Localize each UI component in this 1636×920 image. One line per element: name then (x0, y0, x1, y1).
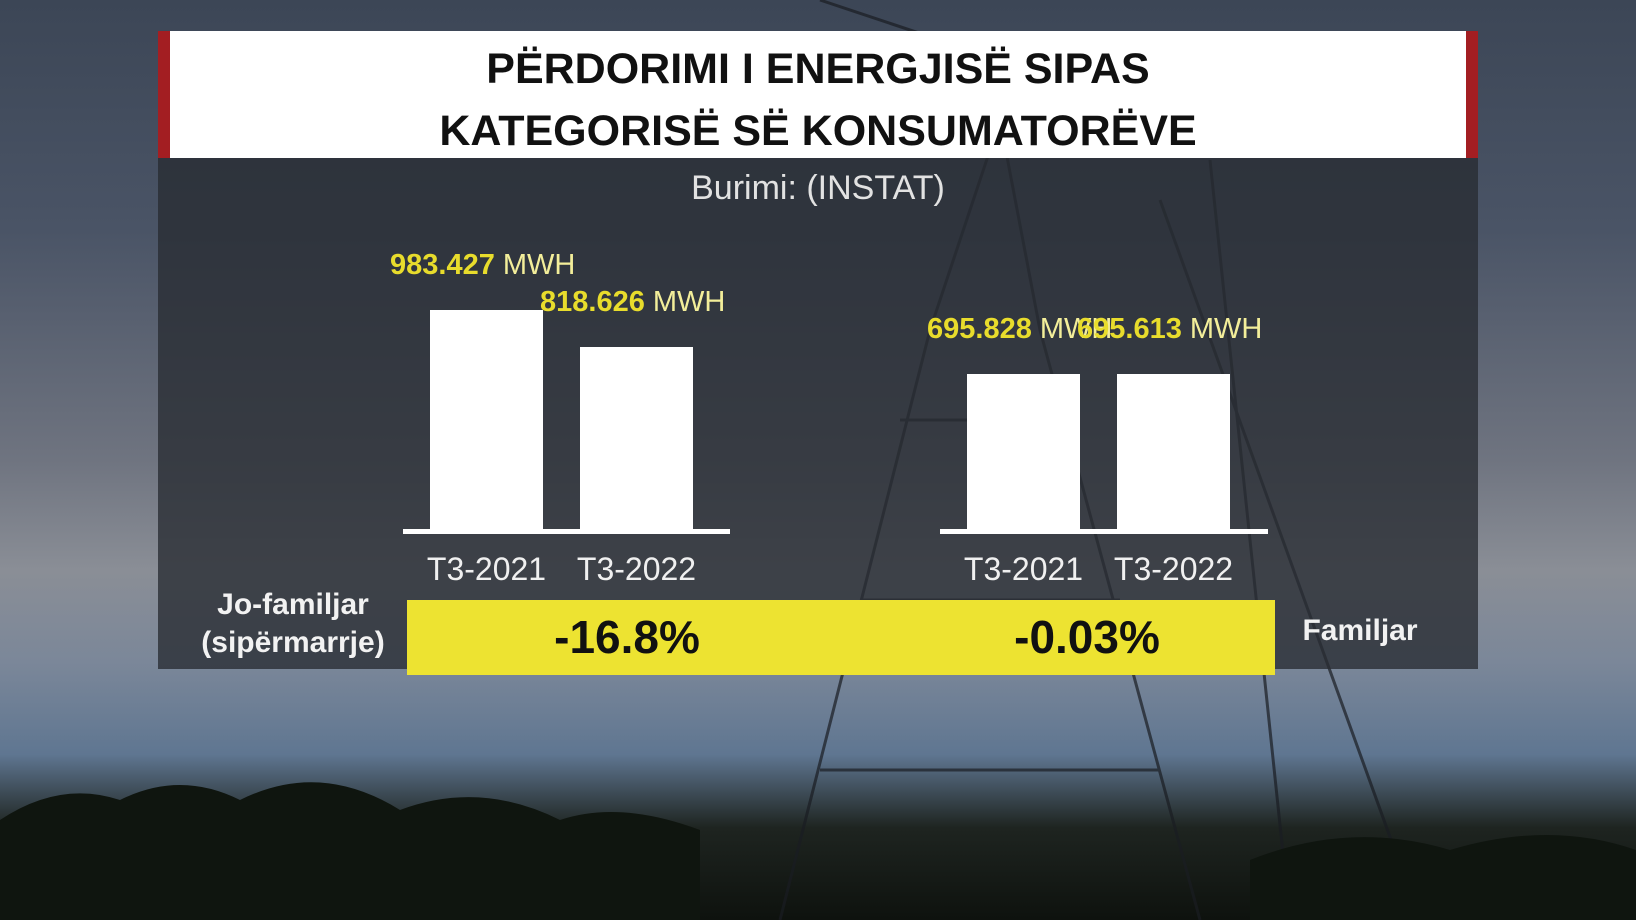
x-tick-label: T3-2021 (963, 551, 1084, 587)
value-number: 983.427 (390, 249, 495, 281)
bar (967, 374, 1080, 529)
bar (580, 346, 693, 529)
axis-baseline (403, 529, 730, 534)
bar (430, 310, 543, 529)
subtitle: Burimi: (INSTAT) (691, 169, 945, 207)
value-number: 695.613 (1077, 313, 1182, 346)
accent-bar (1466, 31, 1478, 158)
change-label: -0.03% (1014, 611, 1160, 663)
x-tick-label: T3-2022 (1113, 551, 1234, 587)
group-label: Jo-familjar (sipërmarrje) (201, 588, 385, 659)
value-label: 695.828 MWH (927, 312, 1112, 346)
value-unit: MWH (1189, 313, 1263, 346)
bar (1117, 374, 1230, 529)
value-number: 818.626 (540, 285, 645, 318)
value-unit: MWH (502, 249, 576, 281)
axis-baseline (940, 529, 1268, 534)
x-tick-label: T3-2021 (426, 551, 547, 587)
x-tick-label: T3-2022 (576, 551, 697, 587)
change-strip (407, 600, 1275, 675)
group-label: Familjar (1302, 614, 1418, 647)
value-unit: MWH (1039, 313, 1113, 346)
change-label: -16.8% (554, 611, 700, 663)
value-label: 818.626 MWH (540, 285, 725, 319)
value-number: 695.828 (927, 313, 1032, 346)
value-label: 983.427 MWH (390, 248, 575, 282)
title: KATEGORISË SË KONSUMATORËVE (439, 107, 1197, 155)
title: PËRDORIMI I ENERGJISË SIPAS (486, 45, 1150, 93)
value-label: 695.613 MWH (1077, 312, 1262, 346)
accent-bar (158, 31, 170, 158)
value-unit: MWH (652, 285, 726, 318)
title-box (170, 31, 1466, 158)
chart-panel (158, 158, 1478, 669)
